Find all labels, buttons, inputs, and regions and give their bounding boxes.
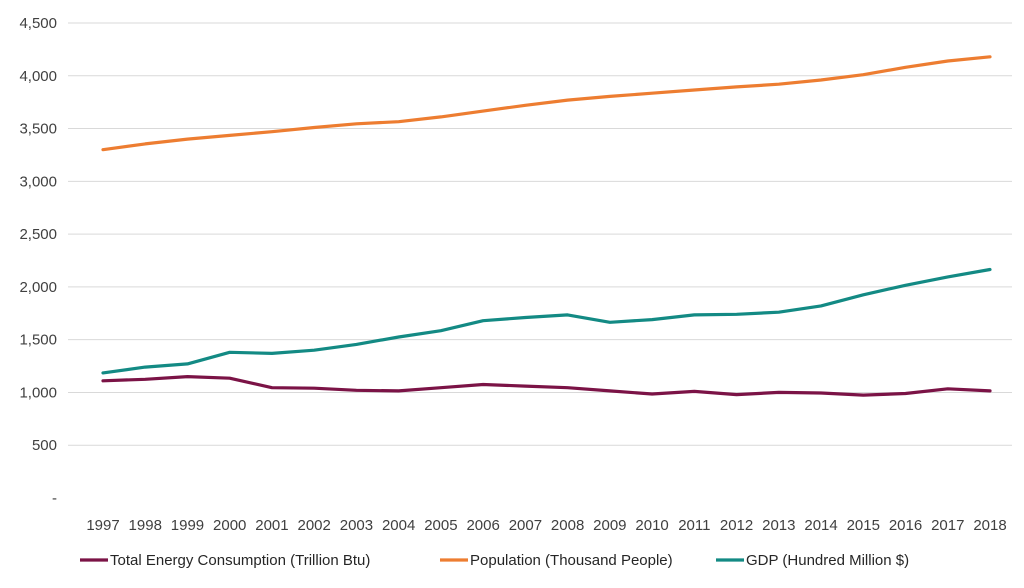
legend-label: Population (Thousand People): [470, 552, 673, 569]
x-tick-label: 2004: [382, 517, 415, 534]
x-tick-label: 2014: [804, 517, 837, 534]
x-tick-label: 2001: [255, 517, 288, 534]
y-tick-label: 3,000: [19, 173, 57, 190]
x-axis-ticks: 1997 1998 1999 2000 2001 2002 2003 2004 2005 2006…: [86, 517, 1006, 534]
x-tick-label: 2013: [762, 517, 795, 534]
y-tick-label: 3,500: [19, 121, 57, 138]
x-tick-label: 1997: [86, 517, 119, 534]
x-tick-label: 2016: [889, 517, 922, 534]
gridlines: [68, 22, 1012, 446]
y-tick-label: 500: [32, 437, 57, 454]
legend-label: Total Energy Consumption (Trillion Btu): [110, 552, 370, 569]
x-tick-label: 2010: [635, 517, 668, 534]
x-tick-label: 2008: [551, 517, 584, 534]
series-lines: [101, 55, 992, 397]
x-tick-label: 2005: [424, 517, 457, 534]
y-tick-label: -: [52, 490, 57, 507]
y-axis-ticks: - 500 1,000 1,500 2,000 2,500 3,000 3,500 4,000 4…: [19, 15, 57, 507]
x-tick-label: 2018: [973, 517, 1006, 534]
x-tick-label: 1998: [129, 517, 162, 534]
x-tick-label: 2015: [847, 517, 880, 534]
x-tick-label: 2006: [466, 517, 499, 534]
series-line-2: [101, 267, 992, 375]
series-line-0: [101, 375, 992, 397]
x-tick-label: 2017: [931, 517, 964, 534]
y-tick-label: 2,500: [19, 226, 57, 243]
y-tick-label: 1,500: [19, 332, 57, 349]
y-tick-label: 4,000: [19, 68, 57, 85]
x-tick-label: 2009: [593, 517, 626, 534]
y-tick-label: 2,000: [19, 279, 57, 296]
x-tick-label: 2000: [213, 517, 246, 534]
series-line-1: [101, 55, 992, 152]
x-tick-label: 2012: [720, 517, 753, 534]
legend-label: GDP (Hundred Million $): [746, 552, 909, 569]
x-tick-label: 1999: [171, 517, 204, 534]
x-tick-label: 2011: [678, 517, 710, 534]
x-tick-label: 2003: [340, 517, 373, 534]
x-tick-label: 2002: [298, 517, 331, 534]
legend: Total Energy Consumption (Trillion Btu) P…: [80, 552, 909, 569]
y-tick-label: 1,000: [19, 384, 57, 401]
y-tick-label: 4,500: [19, 15, 57, 32]
x-tick-label: 2007: [509, 517, 542, 534]
